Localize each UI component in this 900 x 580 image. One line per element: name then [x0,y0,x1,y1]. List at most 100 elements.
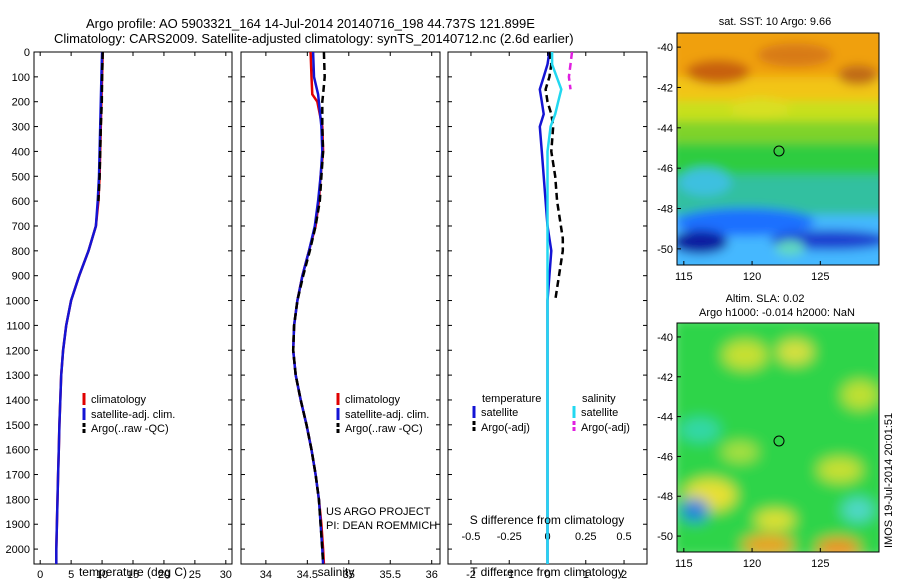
y-tick-label: 1000 [6,296,30,308]
argo-position-marker [773,145,785,157]
y-tick-label: -40 [657,332,673,344]
y-tick-label: 1700 [6,470,30,482]
top-x-tick-label: -0.25 [497,531,522,543]
y-tick-label: 1600 [6,445,30,457]
sla-map [677,323,879,552]
figure-title-line1: Argo profile: AO 5903321_164 14-Jul-2014… [86,16,535,31]
difference-legend: temperature salinity satellite Argo(-adj… [472,393,630,434]
top-x-tick-label: 0.5 [616,531,631,543]
x-tick-label: 5 [68,569,74,580]
x-tick-label: -2 [466,569,476,580]
temperature-plot-area [33,51,233,565]
y-tick-label: -48 [657,204,673,216]
top-x-tick-label: 0.25 [575,531,596,543]
legend-label-argo-s: Argo(-adj) [581,422,630,434]
legend-label-satellite-t: satellite [481,407,518,419]
sla-map-axes: 115 120 125 -40 -42 -44 -46 -48 -50 [657,332,829,570]
y-tick-label: 1200 [6,345,30,357]
x-tick-label: 10 [96,569,108,580]
sst-map-title: sat. SST: 10 Argo: 9.66 [719,16,832,28]
x-tick-label: 125 [811,271,829,283]
y-tick-label: -46 [657,163,673,175]
top-x-tick-label: -0.5 [461,531,480,543]
legend-label-climatology: climatology [91,394,147,406]
x-tick-label: 15 [127,569,139,580]
salinity-x-axis-label: salinity [318,565,355,579]
series-line-satellite-adj-clim- [291,52,325,564]
y-tick-label: 1900 [6,519,30,531]
x-tick-label: 0 [37,569,43,580]
temperature-axes: 0 5 10 15 20 25 300100200300400500600700800900… [6,47,232,580]
y-tick-label: -46 [657,451,673,463]
y-tick-label: 600 [12,196,30,208]
x-tick-label: 25 [189,569,201,580]
y-tick-label: 1500 [6,420,30,432]
sla-map-title-line1: Altim. SLA: 0.02 [726,293,805,305]
y-tick-label: -44 [657,123,673,135]
difference-axes: -2 -1 0 1 2-0.5 -0.25 0 0.25 0.5 [448,51,647,580]
figure-title-line2: Climatology: CARS2009. Satellite-adjuste… [54,31,574,46]
sst-map [677,33,879,265]
series-line-satellite [546,52,563,564]
timestamp-stamp: IMOS 19-Jul-2014 20:01:51 [883,413,895,548]
y-tick-label: 1400 [6,395,30,407]
y-tick-label: -48 [657,491,673,503]
salinity-plot-area [240,51,441,565]
project-label: US ARGO PROJECT [326,506,431,518]
y-tick-label: -50 [657,531,673,543]
x-tick-label: 35.5 [380,569,401,580]
salinity-axes: 34 34.5 35 35.5 36 [241,51,440,580]
x-tick-label: 34 [260,569,272,580]
x-tick-label: 115 [675,558,693,570]
legend-header-salinity: salinity [582,393,616,405]
sst-map-frame [676,32,880,266]
sla-map-frame [676,322,880,553]
y-tick-label: 700 [12,221,30,233]
x-tick-label: 0 [544,569,550,580]
y-tick-label: 800 [12,246,30,258]
y-tick-label: 200 [12,97,30,109]
series-line-satellite-adj-clim- [55,52,104,564]
x-tick-label: 30 [220,569,232,580]
temperature-series [55,52,104,564]
x-tick-label: 36 [426,569,438,580]
x-tick-label: -1 [504,569,514,580]
x-tick-label: 120 [743,558,761,570]
y-tick-label: -42 [657,372,673,384]
legend-label-satellite-adj: satellite-adj. clim. [345,409,429,421]
legend-header-temperature: temperature [482,393,541,405]
y-tick-label: 1800 [6,494,30,506]
x-tick-label: 34.5 [297,569,318,580]
series-line-argo-adj- [544,52,565,301]
difference-series [538,52,574,564]
y-tick-label: -50 [657,244,673,256]
salinity-legend: climatology satellite-adj. clim. Argo(..… [336,393,429,435]
y-tick-label: 400 [12,146,30,158]
temperature-x-axis-label: temperature (deg C) [79,565,187,579]
y-tick-label: 300 [12,122,30,134]
x-tick-label: 115 [675,271,693,283]
legend-label-argo: Argo(..raw -QC) [91,423,169,435]
series-line-argo-raw-qc- [97,52,104,202]
y-tick-label: 1300 [6,370,30,382]
legend-label-argo-t: Argo(-adj) [481,422,530,434]
x-tick-label: 120 [743,271,761,283]
x-tick-label: 20 [158,569,170,580]
y-tick-label: 900 [12,271,30,283]
x-tick-label: 125 [811,558,829,570]
y-tick-label: 100 [12,72,30,84]
y-tick-label: -44 [657,412,673,424]
series-line-argo-raw-qc- [291,52,326,564]
argo-position-marker [773,435,785,447]
y-tick-label: -40 [657,42,673,54]
pi-label: PI: DEAN ROEMMICH [326,520,437,532]
difference-top-axis-label: S difference from climatology [470,513,625,527]
legend-label-climatology: climatology [345,394,401,406]
salinity-series [291,52,326,564]
legend-label-satellite-s: satellite [581,407,618,419]
sla-map-title-line2: Argo h1000: -0.014 h2000: NaN [699,307,855,319]
y-tick-label: 500 [12,171,30,183]
x-tick-label: 35 [343,569,355,580]
x-tick-label: 1 [583,569,589,580]
